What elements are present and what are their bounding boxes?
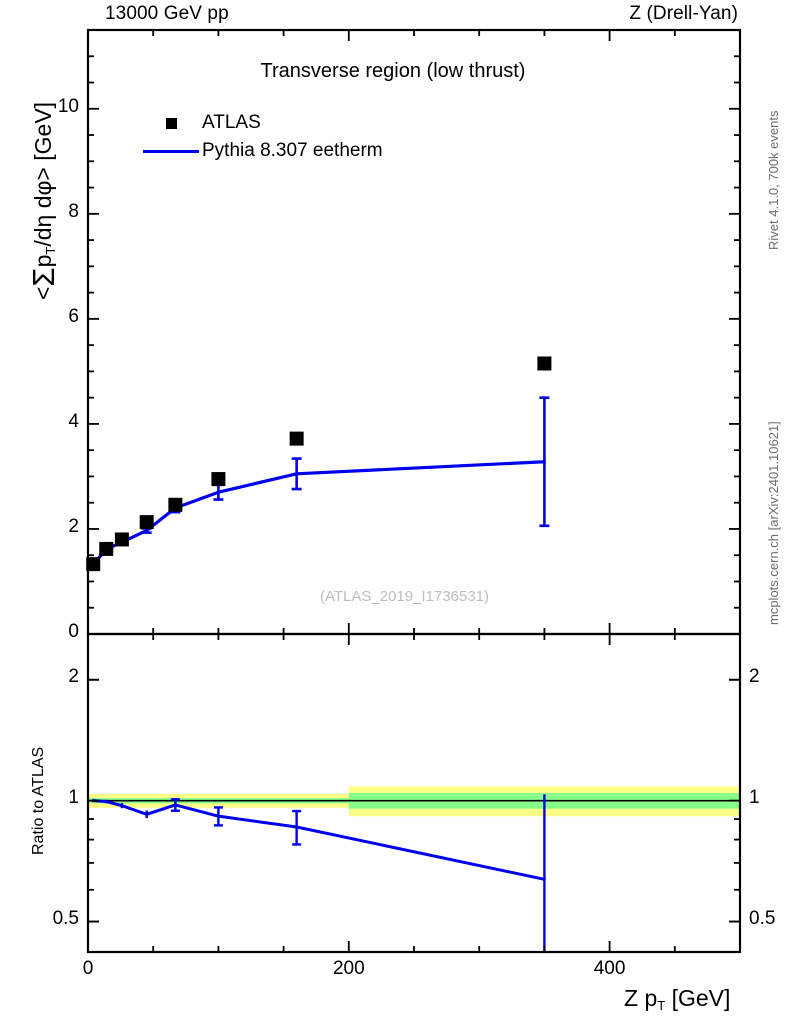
xtick-label-400: 400 [593, 958, 626, 979]
xaxis-units: [GeV] [671, 985, 731, 1011]
ytick-label-main-8: 8 [68, 200, 79, 222]
mc-line-ratio [91, 799, 546, 881]
panel-frame-main [86, 28, 742, 636]
atlas-marker-6 [289, 431, 304, 446]
xaxis-label: Z pT [GeV] [624, 985, 730, 1013]
xtick-label-0: 0 [82, 958, 94, 979]
xaxis-z-pt: Z p [624, 985, 658, 1011]
atlas-marker-1 [99, 541, 114, 556]
ytick-label-ratio-left-2: 2 [68, 665, 79, 687]
atlas-marker-5 [211, 472, 226, 487]
ytick-label-main-0: 0 [68, 621, 79, 642]
header-process-label: Z (Drell-Yan) [629, 3, 738, 24]
legend-entry-atlas[interactable]: ATLAS [140, 110, 383, 136]
ytick-label-main-6: 6 [68, 305, 79, 327]
legend-marker-line-icon [140, 149, 202, 153]
atlas-marker-7 [537, 356, 552, 371]
header-beam-label: 13000 GeV pp [105, 3, 229, 24]
legend-label-pythia: Pythia 8.307 eetherm [202, 140, 383, 161]
legend: ATLAS Pythia 8.307 eetherm [140, 110, 383, 166]
atlas-marker-2 [114, 532, 129, 547]
atlas-marker-3 [139, 515, 154, 530]
dataset-watermark: (ATLAS_2019_I1736531) [320, 588, 490, 605]
ytick-label-ratio-right-2: 2 [749, 665, 760, 687]
ytick-label-ratio-right-1: 1 [749, 786, 760, 808]
legend-entry-pythia[interactable]: Pythia 8.307 eetherm [140, 136, 383, 166]
xtick-label-200: 200 [332, 958, 365, 979]
ytick-label-main-2: 2 [68, 515, 79, 537]
main-panel-title: Transverse region (low thrust) [260, 60, 526, 82]
ytick-label-ratio-left-1: 1 [68, 786, 79, 808]
xaxis-sub-T: T [657, 998, 666, 1013]
legend-label-atlas: ATLAS [202, 112, 261, 133]
ytick-label-ratio-left-0.5: 0.5 [52, 907, 79, 929]
atlas-marker-4 [168, 497, 183, 512]
ytick-label-main-4: 4 [68, 410, 79, 432]
legend-marker-square-icon [140, 117, 202, 129]
mc-line-main [91, 460, 546, 566]
ytick-label-main-10: 10 [57, 95, 79, 117]
atlas-marker-0 [86, 557, 101, 572]
ytick-label-ratio-right-0.5: 0.5 [749, 907, 776, 929]
